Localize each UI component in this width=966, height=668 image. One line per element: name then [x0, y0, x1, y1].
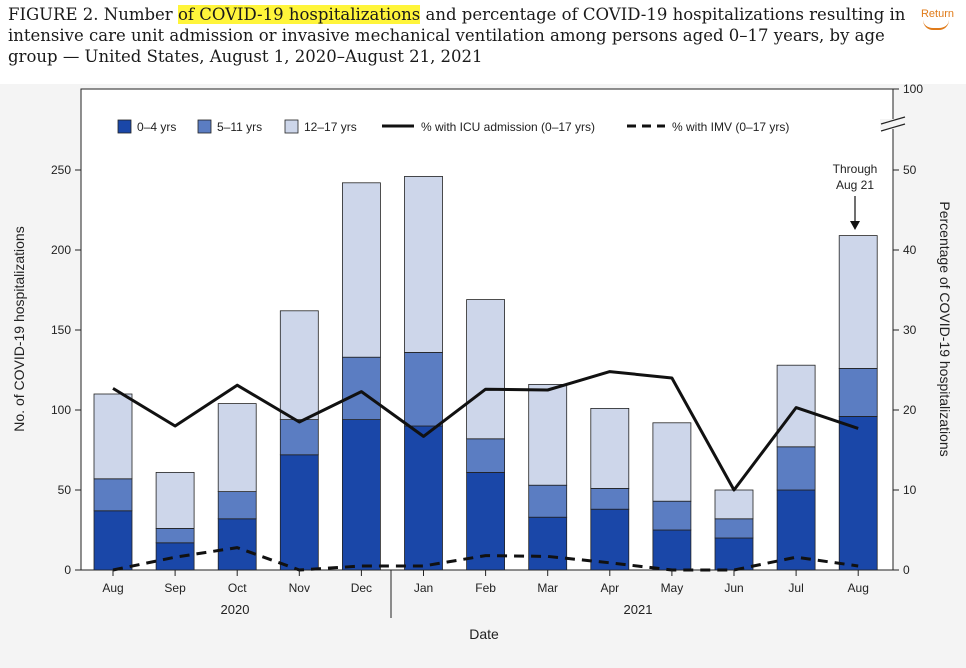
bar-segment-nov-3-series-1 [279, 419, 319, 456]
bar-segment-aug-12-series-0 [838, 415, 878, 571]
bar-segment-mar-7-series-1 [528, 484, 568, 518]
bar-segment-aug-0-series-1 [93, 478, 133, 512]
legend-swatch-5-11 [197, 119, 212, 134]
x-tick-label-jan-5: Jan [414, 581, 433, 595]
bar-segment-oct-2-series-1 [217, 491, 257, 520]
bar-segment-oct-2-series-0 [217, 518, 257, 571]
right-axis-break [880, 116, 906, 132]
legend-swatch-0-4 [117, 119, 132, 134]
axes-group: 0 50 100 150 200 250 0 10 20 30 40 50 100 Aug Sep Oct No… [51, 84, 923, 595]
y-axis-right-title: Percentage of COVID-19 hospitalizations [937, 201, 953, 456]
icu-admission-line [112, 370, 859, 492]
bar-segment-oct-2-series-2 [217, 403, 257, 493]
legend-label-icu: % with ICU admission (0–17 yrs) [421, 120, 595, 134]
annotation-line1: Through [833, 162, 878, 176]
x-tick-label-dec-4: Dec [351, 581, 372, 595]
bar-segment-dec-4-series-1 [341, 356, 381, 421]
return-arrow-icon [922, 20, 949, 30]
bar-segment-nov-3-series-2 [279, 310, 319, 420]
bar-segment-jan-5-series-0 [404, 425, 443, 571]
bar-segment-jan-5-series-2 [404, 175, 443, 353]
bar-segment-jan-5-series-1 [404, 351, 443, 427]
year-label-2020: 2020 [221, 602, 250, 617]
y-tick-label-200: 200 [51, 243, 71, 257]
bar-segment-jun-10-series-0 [714, 537, 754, 571]
legend-label-0-4: 0–4 yrs [137, 120, 176, 134]
figure-header: FIGURE 2. Number of COVID-19 hospitaliza… [8, 4, 908, 67]
line-group [112, 370, 859, 572]
bar-segment-jun-10-series-1 [714, 518, 754, 539]
x-tick-label-jun-10: Jun [724, 581, 743, 595]
bar-group [93, 175, 878, 571]
x-tick-label-feb-6: Feb [475, 581, 496, 595]
bar-segment-jul-11-series-2 [776, 364, 816, 448]
title-highlight: of COVID-19 hospitalizations [177, 5, 421, 24]
y-tick-label-150: 150 [51, 323, 71, 337]
bar-segment-aug-0-series-2 [93, 393, 133, 480]
y-tick-label-250: 250 [51, 163, 71, 177]
bar-segment-mar-7-series-0 [528, 516, 568, 571]
figure-title: FIGURE 2. Number of COVID-19 hospitaliza… [8, 4, 908, 67]
bar-segment-feb-6-series-1 [466, 438, 506, 473]
x-tick-label-aug-0: Aug [102, 581, 123, 595]
y-tick-label-0: 0 [64, 563, 71, 577]
return-label: Return [920, 8, 954, 20]
bar-segment-dec-4-series-0 [341, 419, 381, 571]
bar-segment-feb-6-series-2 [466, 299, 506, 440]
year-label-2021: 2021 [624, 602, 653, 617]
legend-label-imv: % with IMV (0–17 yrs) [672, 120, 789, 134]
y-right-tick-label-10: 10 [903, 483, 917, 497]
x-tick-label-apr-8: Apr [600, 581, 619, 595]
y-axis-title: No. of COVID-19 hospitalizations [11, 226, 27, 431]
bar-segment-sep-1-series-2 [155, 471, 195, 529]
x-axis-title: Date [469, 626, 499, 642]
legend: 0–4 yrs 5–11 yrs 12–17 yrs % with ICU ad… [117, 119, 789, 134]
y-right-tick-label-0: 0 [903, 563, 910, 577]
bar-segment-dec-4-series-2 [341, 182, 381, 358]
hospitalizations-chart: 0 50 100 150 200 250 0 10 20 30 40 50 100 Aug Sep Oct No… [11, 84, 953, 642]
x-tick-label-may-9: May [661, 581, 684, 595]
y-tick-label-100: 100 [51, 403, 71, 417]
bar-segment-may-9-series-0 [652, 529, 692, 571]
bar-segment-may-9-series-1 [652, 500, 692, 531]
y-right-tick-label-40: 40 [903, 243, 917, 257]
return-link[interactable]: Return [921, 8, 954, 30]
y-right-tick-label-20: 20 [903, 403, 917, 417]
legend-swatch-12-17 [284, 119, 299, 134]
y-tick-label-50: 50 [58, 483, 72, 497]
bar-segment-jul-11-series-0 [776, 489, 816, 571]
x-tick-label-nov-3: Nov [289, 581, 310, 595]
bar-segment-mar-7-series-2 [528, 383, 568, 486]
bar-segment-feb-6-series-0 [466, 471, 506, 571]
title-rest: and percentage of COVID-19 hospitalizati… [8, 5, 906, 66]
annotation-arrow-head [850, 221, 860, 230]
annotation-through-aug21: Through Aug 21 [833, 162, 878, 230]
bar-segment-aug-12-series-1 [838, 367, 878, 417]
x-tick-label-sep-1: Sep [164, 581, 186, 595]
bar-segment-may-9-series-2 [652, 422, 692, 502]
bar-segment-aug-12-series-2 [838, 235, 878, 369]
legend-label-12-17: 12–17 yrs [304, 120, 357, 134]
y-right-tick-label-50: 50 [903, 163, 917, 177]
y-right-tick-label-top: 100 [903, 84, 923, 96]
x-tick-label-aug-12: Aug [848, 581, 869, 595]
annotation-line2: Aug 21 [836, 178, 874, 192]
bar-segment-nov-3-series-0 [279, 454, 319, 571]
bar-segment-apr-8-series-0 [590, 508, 630, 571]
x-tick-label-oct-2: Oct [228, 581, 247, 595]
bar-segment-apr-8-series-2 [590, 407, 630, 489]
bar-segment-sep-1-series-0 [155, 542, 195, 571]
legend-label-5-11: 5–11 yrs [217, 120, 262, 134]
y-right-tick-label-30: 30 [903, 323, 917, 337]
title-prefix: FIGURE 2. Number [8, 5, 178, 24]
bar-segment-aug-0-series-0 [93, 510, 133, 571]
x-tick-label-mar-7: Mar [537, 581, 558, 595]
bar-segment-apr-8-series-1 [590, 487, 630, 510]
imv-line [112, 546, 859, 572]
bar-segment-sep-1-series-1 [155, 528, 195, 544]
x-tick-label-jul-11: Jul [788, 581, 803, 595]
bar-segment-jun-10-series-2 [714, 489, 754, 520]
bar-segment-jul-11-series-1 [776, 446, 816, 491]
